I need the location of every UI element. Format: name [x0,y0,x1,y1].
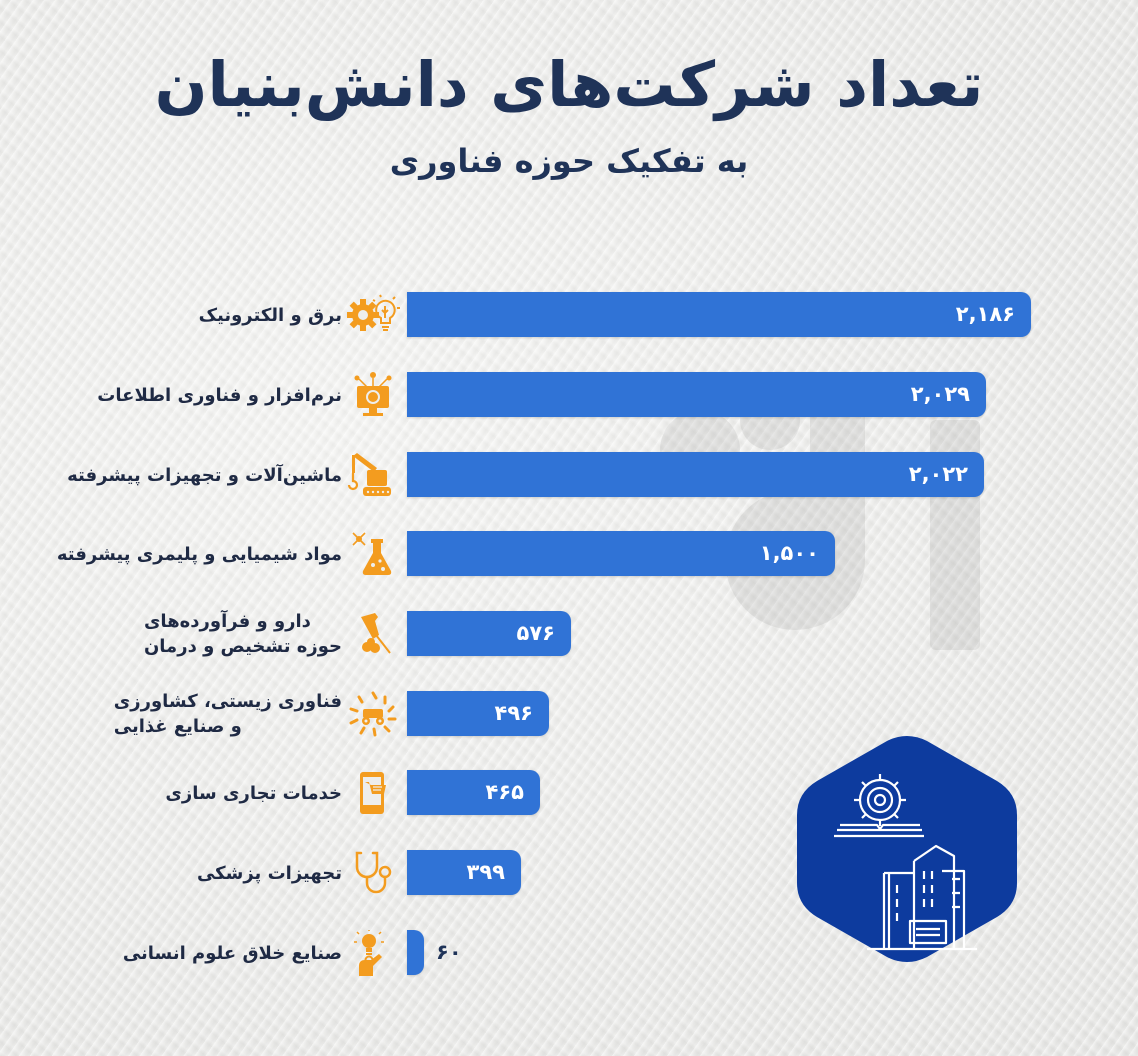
category-label-line: نرم‌افزار و فناوری اطلاعات [97,384,342,406]
category-label-line: و صنایع غذایی [113,716,242,737]
bar-row: فناوری زیستی، کشاورزی و صنایع غذایی ۴۹۶ [0,691,1138,737]
bar [407,372,986,417]
category-label: دارو و فرآورده‌های حوزه تشخیص و درمان [144,611,342,657]
category-label-line: مواد شیمیایی و پلیمری پیشرفته [56,543,342,565]
bar [407,691,549,736]
bar-row: ماشین‌آلات و تجهیزات پیشرفته ۲,۰۲۲ [0,452,1138,498]
bar [407,452,984,497]
bar-row: مواد شیمیایی و پلیمری پیشرفته ۱,۵۰۰ [0,531,1138,577]
bar-value-label: ۳۹۹ [466,860,505,884]
knowledge-based-company-badge-icon [797,736,1017,962]
category-label: خدمات تجاری سازی [165,770,342,816]
bar-value-label: ۱,۵۰۰ [759,541,819,565]
category-label-line: خدمات تجاری سازی [165,782,342,804]
idea-person-icon [345,929,401,976]
bar [407,531,835,576]
chart-title: تعداد شرکت‌های دانش‌بنیان [154,48,985,121]
stethoscope-icon [345,850,401,896]
flask-molecule-icon [345,531,401,577]
gear-lightbulb-icon [345,292,401,338]
category-label-line: فناوری زیستی، کشاورزی [113,691,342,712]
category-label-line: دارو و فرآورده‌های [143,611,311,632]
category-label-line: برق و الکترونیک [198,304,342,326]
bar-value-label: ۴۹۶ [494,701,533,725]
monitor-network-icon [345,372,401,418]
category-label-line: تجهیزات پزشکی [196,862,342,884]
mobile-cart-icon [345,770,401,816]
category-label-line: صنایع خلاق علوم انسانی [122,942,342,964]
category-label: فناوری زیستی، کشاورزی و صنایع غذایی [114,691,342,737]
chart-subtitle: به تفکیک حوزه فناوری [389,142,749,180]
category-label: تجهیزات پزشکی [197,850,342,896]
bar-value-label: ۴۶۵ [485,780,524,804]
bar-value-label: ۵۷۶ [516,621,555,645]
category-label: نرم‌افزار و فناوری اطلاعات [97,372,342,418]
category-label: برق و الکترونیک [199,292,342,338]
bar-row: دارو و فرآورده‌های حوزه تشخیص و درمان ۵۷۶ [0,611,1138,657]
bar-row: خدمات تجاری سازی ۴۶۵ [0,770,1138,816]
bar-row: تجهیزات پزشکی ۳۹۹ [0,850,1138,896]
bar [407,611,571,656]
bar-row: برق و الکترونیک ۲,۱۸۶ [0,292,1138,338]
tractor-wheat-icon [345,691,401,737]
category-label: مواد شیمیایی و پلیمری پیشرفته [57,531,342,577]
bar-value-label: ۲,۱۸۶ [955,302,1015,326]
bar [407,930,424,975]
bar-value-label: ۲,۰۲۹ [910,382,970,406]
robotic-crane-icon [345,452,401,498]
bar-row: صنایع خلاق علوم انسانی ۶۰ [0,929,1138,976]
category-label: ماشین‌آلات و تجهیزات پیشرفته [67,452,342,498]
bar-row: نرم‌افزار و فناوری اطلاعات ۲,۰۲۹ [0,372,1138,418]
bar [407,770,540,815]
category-label: صنایع خلاق علوم انسانی [123,930,342,976]
bar [407,292,1031,337]
category-label-line: ماشین‌آلات و تجهیزات پیشرفته [67,464,342,486]
category-label-line: حوزه تشخیص و درمان [143,636,342,657]
bar-value-label: ۲,۰۲۲ [908,462,968,486]
syringe-pills-icon [345,611,401,657]
bar [407,850,521,895]
bar-value-label: ۶۰ [436,940,462,964]
